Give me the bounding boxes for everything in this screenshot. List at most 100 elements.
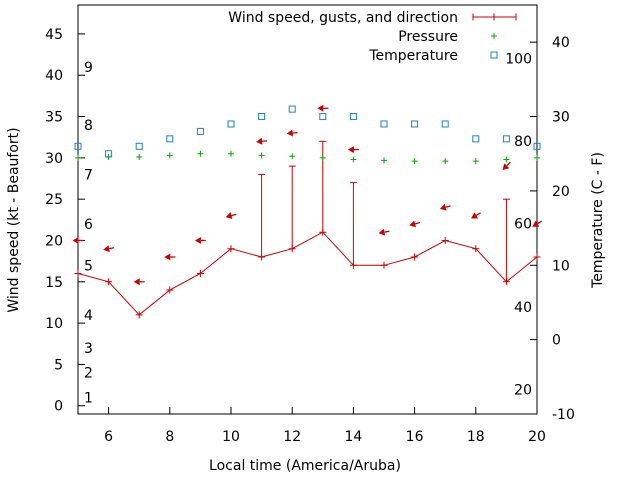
y2-axis-label: Temperature (C - F) bbox=[590, 152, 606, 289]
temperature-point bbox=[349, 113, 357, 121]
y-tick-label: 5 bbox=[54, 357, 63, 373]
y-tick-label: 25 bbox=[45, 192, 63, 208]
temperature-point bbox=[472, 135, 480, 143]
wind-direction-arrow bbox=[286, 129, 298, 137]
wind-speed-point bbox=[105, 278, 113, 286]
pressure-point bbox=[166, 152, 173, 159]
pressure-point bbox=[472, 158, 479, 165]
wind-direction-arrow bbox=[378, 228, 390, 236]
pressure-point bbox=[136, 154, 143, 161]
y-tick-label: 35 bbox=[45, 110, 63, 126]
legend-label: Wind speed, gusts, and direction bbox=[228, 10, 458, 26]
wind-direction-arrow bbox=[439, 203, 451, 211]
wind-direction-arrow bbox=[72, 236, 84, 244]
temperature-point bbox=[196, 127, 204, 135]
y2-tick-label: 10 bbox=[552, 258, 570, 274]
beaufort-label: 3 bbox=[84, 341, 93, 357]
legend: Wind speed, gusts, and direction Pressure… bbox=[228, 10, 517, 64]
beaufort-label: 8 bbox=[84, 118, 93, 134]
y2-tick-label: 40 bbox=[552, 35, 570, 51]
y-tick-label: 20 bbox=[45, 233, 63, 249]
wind-direction-arrow bbox=[256, 137, 268, 145]
pressure-point bbox=[258, 152, 265, 159]
temperature-point bbox=[411, 120, 419, 128]
temperature-point bbox=[288, 105, 296, 113]
wind-speed-point bbox=[533, 253, 541, 261]
fahrenheit-label: 20 bbox=[514, 382, 532, 398]
temperature-point bbox=[502, 135, 510, 143]
beaufort-label: 7 bbox=[84, 167, 93, 183]
pressure-point bbox=[350, 156, 357, 163]
legend-swatch-marker bbox=[490, 51, 498, 59]
y-tick-label: 30 bbox=[45, 151, 63, 167]
beaufort-label: 9 bbox=[84, 60, 93, 76]
wind-speed-point bbox=[166, 286, 174, 294]
wind-speed-point bbox=[380, 261, 388, 269]
y-tick-label: 15 bbox=[45, 275, 63, 291]
wind-speed-line bbox=[77, 231, 538, 316]
wind-speed-point bbox=[472, 245, 480, 253]
wind-direction-arrow bbox=[347, 146, 359, 154]
pressure-point bbox=[228, 150, 234, 157]
wind-speed-point bbox=[441, 236, 449, 244]
y-tick-label: 45 bbox=[45, 27, 63, 43]
y-tick-label: 0 bbox=[54, 399, 63, 415]
fahrenheit-label: 100 bbox=[505, 52, 532, 68]
wind-direction-arrow bbox=[194, 236, 206, 244]
temperature-point bbox=[533, 142, 541, 150]
temperature-point bbox=[105, 150, 113, 158]
fahrenheit-label: 60 bbox=[514, 217, 532, 233]
pressure-point bbox=[411, 158, 418, 165]
temperature-point bbox=[135, 142, 143, 150]
wind-direction-arrow bbox=[502, 161, 511, 171]
fahrenheit-label: 80 bbox=[514, 134, 532, 150]
x-tick-label: 6 bbox=[104, 429, 113, 445]
beaufort-label: 1 bbox=[84, 390, 93, 406]
temperature-point bbox=[380, 120, 388, 128]
legend-swatch-marker bbox=[472, 13, 517, 21]
x-tick-label: 12 bbox=[283, 429, 301, 445]
wind-direction-arrow bbox=[409, 220, 421, 228]
wind-direction-arrow bbox=[471, 212, 481, 219]
wind-direction-arrow bbox=[103, 245, 115, 253]
y2-tick-label: 30 bbox=[552, 110, 570, 126]
wind-direction-arrow bbox=[317, 104, 329, 112]
data-series bbox=[72, 104, 543, 319]
x-tick-label: 8 bbox=[165, 429, 174, 445]
wind-direction-arrow bbox=[225, 212, 237, 219]
beaufort-label: 2 bbox=[84, 366, 93, 382]
pressure-point bbox=[197, 150, 204, 157]
wind-speed-point bbox=[135, 311, 143, 319]
y-tick-label: 10 bbox=[45, 316, 63, 332]
wind-direction-arrow bbox=[133, 278, 145, 286]
x-tick-label: 14 bbox=[344, 429, 362, 445]
plot-frame bbox=[77, 4, 538, 415]
y2-tick-label: 20 bbox=[552, 184, 570, 200]
wind-direction-arrow bbox=[164, 253, 176, 261]
x-tick-label: 16 bbox=[406, 429, 424, 445]
x-tick-label: 20 bbox=[528, 429, 546, 445]
wind-speed-point bbox=[74, 270, 82, 278]
pressure-point bbox=[75, 154, 81, 161]
temperature-point bbox=[441, 120, 449, 128]
wind-speed-point bbox=[227, 245, 235, 253]
legend-label: Temperature bbox=[368, 48, 458, 64]
y2-tick-label: 0 bbox=[552, 333, 561, 349]
beaufort-label: 4 bbox=[84, 308, 93, 324]
legend-label: Pressure bbox=[398, 29, 458, 45]
y-tick-label: 40 bbox=[45, 68, 63, 84]
pressure-point bbox=[503, 156, 510, 163]
temperature-point bbox=[258, 113, 266, 121]
y-axis-label: Wind speed (kt - Beaufort) bbox=[6, 127, 22, 312]
pressure-point bbox=[381, 157, 387, 164]
beaufort-label: 6 bbox=[84, 217, 93, 233]
pressure-point bbox=[319, 154, 326, 161]
pressure-point bbox=[534, 154, 540, 161]
wind-speed-point bbox=[196, 270, 204, 278]
temperature-point bbox=[227, 120, 235, 128]
fahrenheit-label: 40 bbox=[514, 300, 532, 316]
legend-swatch-marker bbox=[491, 33, 497, 39]
temperature-point bbox=[74, 142, 82, 150]
